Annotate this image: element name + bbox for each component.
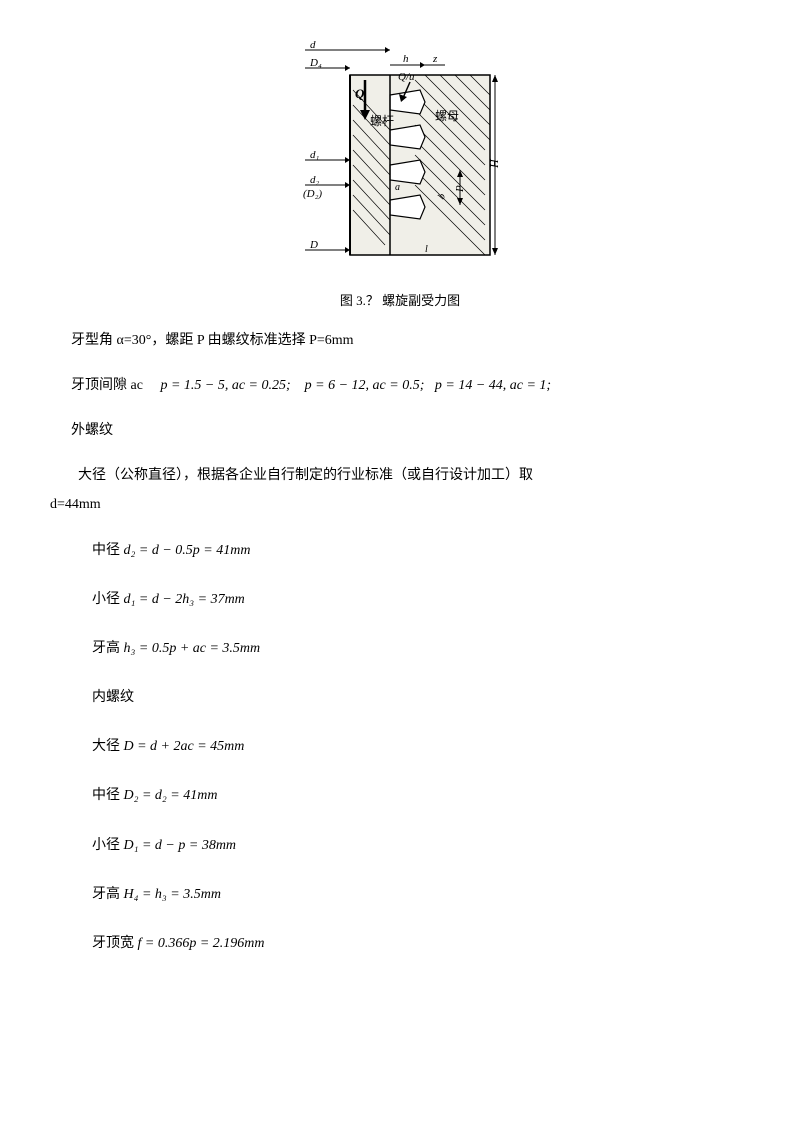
svg-text:l: l xyxy=(425,244,428,255)
eq-pitch-dia-ext: 中径 d₂ = d − 0.5p = 41mm xyxy=(50,538,750,563)
svg-text:螺杆: 螺杆 xyxy=(370,114,394,128)
eq4-label: 大径 xyxy=(92,739,120,754)
internal-thread-label: 内螺纹 xyxy=(92,690,134,705)
eq6-formula: D₁ = d − p = 38mm xyxy=(124,838,237,853)
svg-text:d₂: d₂ xyxy=(310,174,320,186)
para-internal-thread: 内螺纹 xyxy=(50,685,750,710)
eq-crest-width: 牙顶宽 f = 0.366p = 2.196mm xyxy=(50,931,750,956)
figure-caption: 图 3.？ 螺旋副受力图 xyxy=(50,289,750,312)
para-major-dia-a: 大径（公称直径），根据各企业自行制定的行业标准（或自行设计加工）取 xyxy=(50,463,750,488)
eq2-label: 小径 xyxy=(92,592,120,607)
svg-text:d₁: d₁ xyxy=(310,149,320,161)
eq3-formula: h₃ = 0.5p + ac = 3.5mm xyxy=(124,641,261,656)
eq8-formula: f = 0.366p = 2.196mm xyxy=(138,936,265,951)
svg-text:Q: Q xyxy=(355,86,365,101)
crest-formula-1: p = 1.5 − 5, ac = 0.25; xyxy=(160,378,290,393)
svg-text:D₄: D₄ xyxy=(309,57,322,69)
eq1-label: 中径 xyxy=(92,543,120,558)
eq-major-dia-int: 大径 D = d + 2ac = 45mm xyxy=(50,734,750,759)
eq6-label: 小径 xyxy=(92,838,120,853)
svg-text:a: a xyxy=(395,182,400,193)
svg-text:螺母: 螺母 xyxy=(435,109,459,123)
svg-text:P: P xyxy=(454,185,466,193)
eq8-label: 牙顶宽 xyxy=(92,936,134,951)
eq-tooth-height-int: 牙高 H₄ = h₃ = 3.5mm xyxy=(50,882,750,907)
eq-tooth-height-ext: 牙高 h₃ = 0.5p + ac = 3.5mm xyxy=(50,636,750,661)
svg-text:d: d xyxy=(310,40,316,51)
thread-diagram: d D₄ Q d₁ d₂ (D₂) D h z Q/u 螺杆 螺母 H P b … xyxy=(295,40,505,270)
eq4-formula: D = d + 2ac = 45mm xyxy=(124,739,245,754)
svg-text:D: D xyxy=(309,239,318,251)
svg-text:Q/u: Q/u xyxy=(398,71,415,83)
crest-clearance-label: 牙顶间隙 ac xyxy=(71,378,143,393)
eq-minor-dia-int: 小径 D₁ = d − p = 38mm xyxy=(50,833,750,858)
figure-container: d D₄ Q d₁ d₂ (D₂) D h z Q/u 螺杆 螺母 H P b … xyxy=(50,40,750,279)
eq7-formula: H₄ = h₃ = 3.5mm xyxy=(124,887,221,902)
para-thread-angle: 牙型角 α=30°，螺距 P 由螺纹标准选择 P=6mm xyxy=(50,328,750,353)
eq2-formula: d₁ = d − 2h₃ = 37mm xyxy=(124,592,245,607)
eq7-label: 牙高 xyxy=(92,887,120,902)
para-major-dia-b: d=44mm xyxy=(50,492,750,517)
para-external-thread: 外螺纹 xyxy=(50,418,750,443)
eq-minor-dia-ext: 小径 d₁ = d − 2h₃ = 37mm xyxy=(50,587,750,612)
eq3-label: 牙高 xyxy=(92,641,120,656)
eq5-formula: D₂ = d₂ = 41mm xyxy=(124,788,218,803)
para-crest-clearance: 牙顶间隙 ac p = 1.5 − 5, ac = 0.25; p = 6 − … xyxy=(50,373,750,398)
eq1-formula: d₂ = d − 0.5p = 41mm xyxy=(124,543,251,558)
svg-text:h: h xyxy=(403,53,409,65)
svg-text:H: H xyxy=(487,158,501,169)
eq-pitch-dia-int: 中径 D₂ = d₂ = 41mm xyxy=(50,783,750,808)
svg-text:(D₂): (D₂) xyxy=(303,188,322,200)
svg-text:z: z xyxy=(432,53,438,65)
crest-formula-2: p = 6 − 12, ac = 0.5; xyxy=(305,378,425,393)
crest-formula-3: p = 14 − 44, ac = 1; xyxy=(435,378,551,393)
eq5-label: 中径 xyxy=(92,788,120,803)
